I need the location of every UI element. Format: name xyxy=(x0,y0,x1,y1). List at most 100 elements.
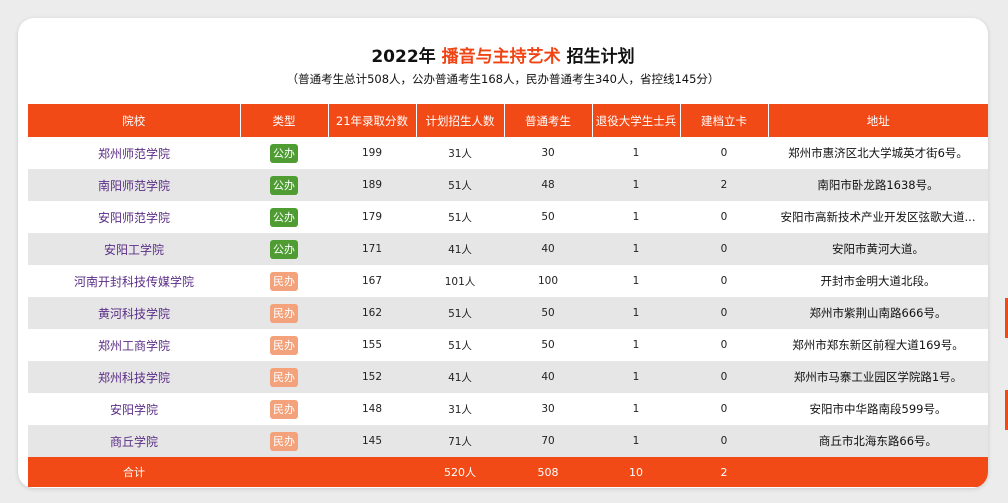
type-cell: 民办 xyxy=(240,329,328,361)
poverty-cell: 0 xyxy=(720,147,728,159)
school-name: 商丘学院 xyxy=(28,425,240,457)
plan-cell: 41人 xyxy=(416,233,504,265)
type-badge: 公办 xyxy=(270,239,298,259)
type-badge: 民办 xyxy=(270,303,298,323)
poverty-cell: 0 xyxy=(680,425,768,457)
regular-cell: 100 xyxy=(537,275,559,287)
school-name: 河南开封科技传媒学院 xyxy=(73,274,194,289)
table-row: 南阳师范学院 公办 189 51人 48 1 2 南阳市卧龙路1638号。 xyxy=(28,169,988,201)
plan-cell: 51人 xyxy=(448,339,472,352)
type-badge: 民办 xyxy=(270,271,298,291)
score-cell: 162 xyxy=(328,297,416,329)
score-cell: 167 xyxy=(361,275,383,287)
total-regular: 508 xyxy=(504,457,592,487)
col-school: 院校 xyxy=(28,104,241,137)
poverty-cell: 0 xyxy=(720,339,728,351)
address-cell: 郑州市马寨工业园区学院路1号。 xyxy=(768,361,988,393)
table-total-row: 合计 520人 508 10 2 xyxy=(28,457,988,487)
table-row: 安阳学院 民办 148 31人 30 1 0 安阳市中华路南段599号。 xyxy=(28,393,988,425)
plan-cell: 31人 xyxy=(448,147,472,160)
veteran-cell: 1 xyxy=(632,403,640,415)
score-cell: 152 xyxy=(328,361,416,393)
address-cell: 南阳市卧龙路1638号。 xyxy=(768,169,988,201)
table-row: 商丘学院 民办 145 71人 70 1 0 商丘市北海东路66号。 xyxy=(28,425,988,457)
type-cell: 公办 xyxy=(240,169,328,201)
school-name: 郑州工商学院 xyxy=(97,338,170,353)
poverty-cell: 0 xyxy=(720,403,728,415)
type-cell: 民办 xyxy=(240,425,328,457)
type-cell: 民办 xyxy=(240,265,328,297)
school-name: 安阳师范学院 xyxy=(97,210,170,225)
regular-cell: 30 xyxy=(541,403,555,415)
score-cell: 179 xyxy=(361,211,383,223)
address-cell: 开封市金明大道北段。 xyxy=(820,274,936,288)
score-cell: 171 xyxy=(328,233,416,265)
total-address xyxy=(768,457,988,487)
regular-cell: 40 xyxy=(504,361,592,393)
title-suffix: 招生计划 xyxy=(566,47,635,67)
type-badge: 民办 xyxy=(270,367,298,387)
school-name: 安阳学院 xyxy=(109,402,158,417)
col-poverty: 建档立卡 xyxy=(680,104,769,137)
poverty-cell: 0 xyxy=(720,275,728,287)
veteran-cell: 1 xyxy=(632,275,640,287)
veteran-cell: 1 xyxy=(592,361,680,393)
school-name: 郑州师范学院 xyxy=(97,146,170,161)
plan-cell: 101人 xyxy=(444,275,476,288)
regular-cell: 70 xyxy=(504,425,592,457)
type-badge: 公办 xyxy=(270,207,298,227)
total-score xyxy=(328,457,416,487)
address-cell: 安阳市中华路南段599号。 xyxy=(809,402,947,416)
type-badge: 民办 xyxy=(270,399,298,419)
total-label: 合计 xyxy=(28,457,240,487)
type-cell: 公办 xyxy=(240,137,328,169)
poverty-cell: 0 xyxy=(680,297,768,329)
type-badge: 公办 xyxy=(270,143,298,163)
total-poverty: 2 xyxy=(680,457,768,487)
table-row: 安阳师范学院 公办 179 51人 50 1 0 安阳市高新技术产业开发区弦歌大道... xyxy=(28,201,988,233)
col-plan: 计划招生人数 xyxy=(416,104,505,137)
score-cell: 199 xyxy=(361,147,383,159)
address-cell: 郑州市紫荆山南路666号。 xyxy=(768,297,988,329)
veteran-cell: 1 xyxy=(592,425,680,457)
edge-accent xyxy=(1005,390,1008,430)
address-cell: 商丘市北海东路66号。 xyxy=(768,425,988,457)
veteran-cell: 1 xyxy=(592,169,680,201)
col-score: 21年录取分数 xyxy=(328,104,417,137)
plan-cell: 31人 xyxy=(448,403,472,416)
veteran-cell: 1 xyxy=(632,211,640,223)
regular-cell: 50 xyxy=(504,297,592,329)
veteran-cell: 1 xyxy=(592,297,680,329)
page-subtitle: （普通考生总计508人，公办普通考生168人，民办普通考生340人，省控线145… xyxy=(286,72,720,86)
table-row: 安阳工学院 公办 171 41人 40 1 0 安阳市黄河大道。 xyxy=(28,233,988,265)
score-cell: 145 xyxy=(328,425,416,457)
col-type: 类型 xyxy=(240,104,329,137)
regular-cell: 50 xyxy=(541,339,555,351)
col-regular: 普通考生 xyxy=(504,104,593,137)
score-cell: 189 xyxy=(328,169,416,201)
score-cell: 148 xyxy=(361,403,383,415)
title-year: 2022年 xyxy=(371,47,436,67)
total-veteran: 10 xyxy=(592,457,680,487)
title-major: 播音与主持艺术 xyxy=(441,47,561,67)
table-row: 郑州师范学院 公办 199 31人 30 1 0 郑州市惠济区北大学城英才街6号。 xyxy=(28,137,988,169)
address-cell: 郑州市惠济区北大学城英才街6号。 xyxy=(788,146,968,160)
edge-accent xyxy=(1005,298,1008,338)
table-row: 郑州科技学院 民办 152 41人 40 1 0 郑州市马寨工业园区学院路1号。 xyxy=(28,361,988,393)
plan-cell: 51人 xyxy=(416,297,504,329)
plan-cell: 71人 xyxy=(416,425,504,457)
page-header: 2022年 播音与主持艺术 招生计划 （普通考生总计508人，公办普通考生168人，… xyxy=(18,18,988,104)
table-row: 黄河科技学院 民办 162 51人 50 1 0 郑州市紫荆山南路666号。 xyxy=(28,297,988,329)
regular-cell: 48 xyxy=(504,169,592,201)
score-cell: 155 xyxy=(361,339,383,351)
type-cell: 公办 xyxy=(240,233,328,265)
plan-cell: 51人 xyxy=(416,169,504,201)
content-card: 2022年 播音与主持艺术 招生计划 （普通考生总计508人，公办普通考生168人，… xyxy=(18,18,988,488)
table-row: 郑州工商学院 民办 155 51人 50 1 0 郑州市郑东新区前程大道169号。 xyxy=(28,329,988,361)
table-header-row: 院校 类型 21年录取分数 计划招生人数 普通考生 退役大学生士兵 建档立卡 地… xyxy=(28,104,988,137)
school-name: 南阳师范学院 xyxy=(28,169,240,201)
type-badge: 公办 xyxy=(270,175,298,195)
type-cell: 民办 xyxy=(240,297,328,329)
veteran-cell: 1 xyxy=(632,339,640,351)
type-cell: 民办 xyxy=(240,361,328,393)
